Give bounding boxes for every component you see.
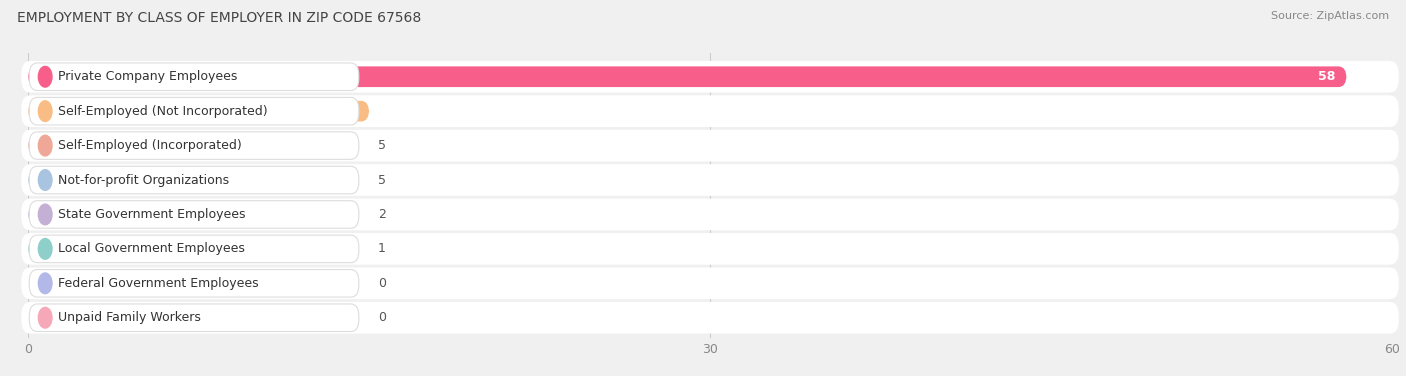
Text: 0: 0 xyxy=(378,277,387,290)
FancyBboxPatch shape xyxy=(28,238,51,259)
FancyBboxPatch shape xyxy=(21,61,1399,92)
Circle shape xyxy=(38,273,52,294)
FancyBboxPatch shape xyxy=(21,96,1399,127)
FancyBboxPatch shape xyxy=(30,201,359,228)
Text: Federal Government Employees: Federal Government Employees xyxy=(58,277,259,290)
Text: 0: 0 xyxy=(378,311,387,324)
Text: Not-for-profit Organizations: Not-for-profit Organizations xyxy=(58,174,229,186)
FancyBboxPatch shape xyxy=(21,233,1399,265)
Text: 5: 5 xyxy=(378,174,387,186)
FancyBboxPatch shape xyxy=(21,130,1399,161)
Text: Self-Employed (Incorporated): Self-Employed (Incorporated) xyxy=(58,139,242,152)
FancyBboxPatch shape xyxy=(28,67,1347,87)
Text: Private Company Employees: Private Company Employees xyxy=(58,70,238,83)
Text: 2: 2 xyxy=(378,208,387,221)
FancyBboxPatch shape xyxy=(30,97,359,125)
Text: Unpaid Family Workers: Unpaid Family Workers xyxy=(58,311,201,324)
Text: 5: 5 xyxy=(378,139,387,152)
Circle shape xyxy=(38,67,52,87)
Circle shape xyxy=(38,204,52,225)
FancyBboxPatch shape xyxy=(21,302,1399,334)
Circle shape xyxy=(38,135,52,156)
FancyBboxPatch shape xyxy=(28,135,142,156)
FancyBboxPatch shape xyxy=(30,270,359,297)
Circle shape xyxy=(38,170,52,190)
FancyBboxPatch shape xyxy=(21,267,1399,299)
Text: 1: 1 xyxy=(378,243,387,255)
FancyBboxPatch shape xyxy=(21,199,1399,230)
FancyBboxPatch shape xyxy=(30,63,359,91)
Text: State Government Employees: State Government Employees xyxy=(58,208,245,221)
Text: Local Government Employees: Local Government Employees xyxy=(58,243,245,255)
Circle shape xyxy=(38,238,52,259)
Text: Self-Employed (Not Incorporated): Self-Employed (Not Incorporated) xyxy=(58,105,267,118)
FancyBboxPatch shape xyxy=(21,164,1399,196)
FancyBboxPatch shape xyxy=(28,204,73,225)
Circle shape xyxy=(38,101,52,121)
Text: EMPLOYMENT BY CLASS OF EMPLOYER IN ZIP CODE 67568: EMPLOYMENT BY CLASS OF EMPLOYER IN ZIP C… xyxy=(17,11,422,25)
Text: 58: 58 xyxy=(1317,70,1336,83)
FancyBboxPatch shape xyxy=(28,101,370,121)
FancyBboxPatch shape xyxy=(30,235,359,263)
Text: Source: ZipAtlas.com: Source: ZipAtlas.com xyxy=(1271,11,1389,21)
FancyBboxPatch shape xyxy=(28,170,142,190)
FancyBboxPatch shape xyxy=(30,132,359,159)
FancyBboxPatch shape xyxy=(30,166,359,194)
Circle shape xyxy=(38,308,52,328)
Text: 15: 15 xyxy=(340,105,357,118)
FancyBboxPatch shape xyxy=(30,304,359,332)
